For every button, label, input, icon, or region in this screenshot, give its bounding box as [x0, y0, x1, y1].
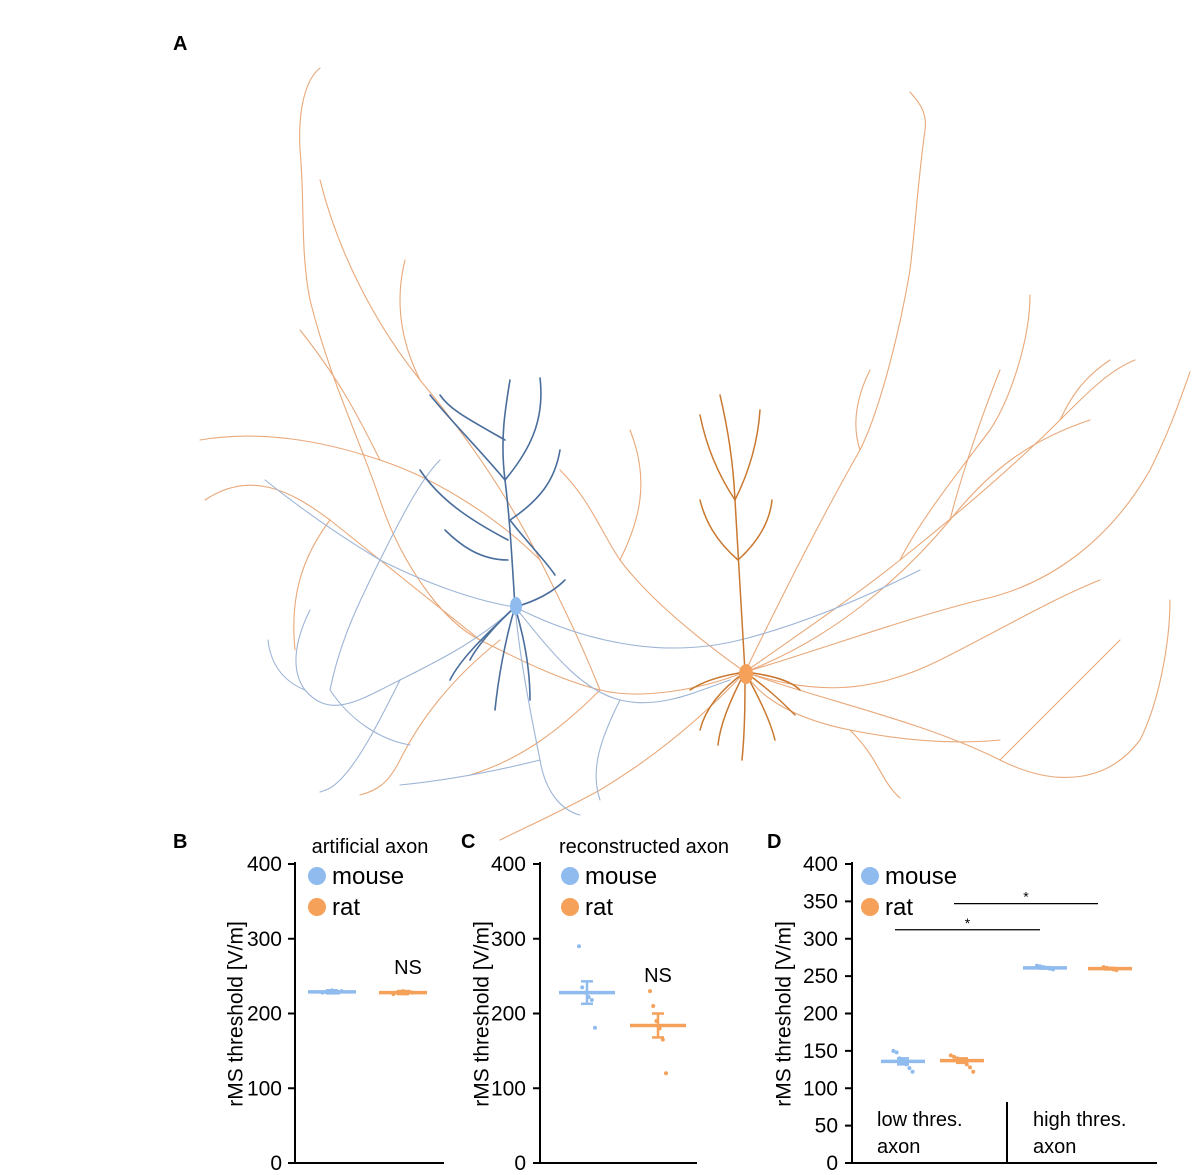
panel-b-legend-rat-marker	[308, 898, 326, 916]
panel-d-significance-star-0: *	[965, 915, 971, 931]
panel-d-legend: mouse rat	[861, 863, 957, 921]
panel-d-significance-star-1: *	[1023, 889, 1029, 905]
panel-c-legend-rat-label: rat	[585, 894, 613, 921]
panel-c-y-tick-label-0: 0	[514, 1152, 526, 1175]
panel-b-legend-mouse-marker	[308, 867, 326, 885]
panel-b-legend: mouse rat	[308, 863, 404, 921]
panel-c-legend-rat-marker	[561, 898, 579, 916]
panel-b-legend-rat-label: rat	[332, 894, 360, 921]
panel-c-chart: rMS threshold [V/m] reconstructed axon m…	[471, 836, 730, 1175]
panel-d-y-tick-label-400: 400	[803, 853, 838, 876]
panel-d-group-label-high-line2: axon	[1033, 1136, 1076, 1158]
panel-letter-a: A	[173, 33, 187, 55]
panel-b-ns-label: NS	[394, 957, 422, 979]
panel-d-series-0-mouse-point-6	[910, 1069, 915, 1074]
panel-d-y-axis: 0 50 100 150 200 250 300 350 400	[803, 853, 1157, 1175]
panel-b-chart: rMS threshold [V/m] artificial axon mous…	[225, 836, 444, 1175]
panel-c-title: reconstructed axon	[559, 836, 729, 858]
panel-c-legend-mouse-label: mouse	[585, 863, 657, 890]
panel-d-y-tick-label-350: 350	[803, 890, 838, 913]
rat-axon-arbor	[199, 67, 1191, 841]
panel-b-y-tick-label-300: 300	[247, 928, 282, 951]
panel-b-title: artificial axon	[312, 836, 429, 858]
panel-d-y-tick-label-0: 0	[826, 1152, 838, 1175]
panel-d-series-1-rat-point-6	[968, 1065, 972, 1070]
panel-d-series-1-rat-point-7	[971, 1069, 976, 1074]
panel-d-y-tick-label-250: 250	[803, 965, 838, 988]
panel-c-y-tick-label-200: 200	[491, 1003, 526, 1026]
panel-d-series-0-mouse-point-1	[894, 1050, 899, 1055]
panel-d-y-tick-label-100: 100	[803, 1077, 838, 1100]
panel-c-legend: mouse rat	[561, 863, 657, 921]
mouse-neuron-dendrites	[419, 377, 566, 711]
panel-b-legend-mouse-label: mouse	[332, 863, 404, 890]
panel-letter-d: D	[767, 831, 781, 853]
panel-c-series-0-mouse-point-1	[580, 985, 585, 990]
panel-d-significance-bars: **	[895, 889, 1098, 931]
panel-d-group-label-high-line1: high thres.	[1033, 1109, 1126, 1131]
panel-c-series-0-mouse-point-4	[589, 998, 594, 1003]
panel-c-ns-label: NS	[644, 965, 672, 987]
panel-d-y-axis-title: rMS threshold [V/m]	[773, 921, 796, 1107]
panel-c-y-axis-title: rMS threshold [V/m]	[471, 921, 494, 1107]
panel-c-y-tick-label-100: 100	[491, 1077, 526, 1100]
panel-c-series-0-mouse-point-0	[577, 944, 581, 949]
panel-d-legend-rat-label: rat	[885, 894, 913, 921]
panel-d-legend-mouse-marker	[861, 867, 879, 885]
panel-c-legend-mouse-marker	[561, 867, 579, 885]
panel-d-series-1-rat-point-0	[948, 1053, 953, 1058]
panel-c-series-1-rat-point-1	[651, 1004, 656, 1009]
panel-d-y-tick-label-300: 300	[803, 928, 838, 951]
panel-d-chart: rMS threshold [V/m] mouse rat low thres.…	[773, 853, 1157, 1175]
panel-d-data-marks	[881, 963, 1132, 1074]
panel-d-legend-mouse-label: mouse	[885, 863, 957, 890]
panel-c-series-0-mouse-point-5	[593, 1025, 597, 1030]
panel-d-y-tick-label-150: 150	[803, 1040, 838, 1063]
panel-b-y-tick-label-0: 0	[270, 1152, 282, 1175]
panel-d-series-0-mouse-point-0	[891, 1048, 896, 1053]
neuron-morphology-illustration	[199, 67, 1191, 841]
panel-letter-b: B	[173, 831, 187, 853]
rat-soma	[739, 664, 753, 684]
panel-d-series-1-rat-point-1	[952, 1054, 956, 1059]
panel-b-y-axis-title: rMS threshold [V/m]	[225, 921, 248, 1107]
panel-letter-c: C	[461, 831, 475, 853]
rat-neuron-dendrites	[689, 394, 801, 761]
panel-d-group-label-low-line2: axon	[877, 1136, 920, 1158]
panel-b-y-tick-label-200: 200	[247, 1003, 282, 1026]
panel-b-y-tick-label-400: 400	[247, 853, 282, 876]
mouse-soma	[510, 597, 522, 615]
panel-c-y-tick-label-400: 400	[491, 853, 526, 876]
panel-c-y-axis: 0 100 200 300 400	[491, 853, 697, 1175]
panel-c-data-marks	[559, 944, 686, 1076]
panel-b-y-axis: 0 100 200 300 400	[247, 853, 444, 1175]
panel-d-y-tick-label-200: 200	[803, 1003, 838, 1026]
panel-d-series-0-mouse-point-5	[907, 1066, 912, 1071]
panel-d-group-label-low-line1: low thres.	[877, 1109, 963, 1131]
panel-c-series-1-rat-point-0	[648, 989, 652, 994]
mouse-axon-arbor	[264, 459, 921, 816]
panel-c-series-1-rat-point-5	[664, 1071, 668, 1076]
panel-b-data-marks	[308, 988, 427, 997]
panel-c-y-tick-label-300: 300	[491, 928, 526, 951]
panel-d-legend-rat-marker	[861, 898, 879, 916]
panel-d-y-tick-label-50: 50	[815, 1115, 838, 1138]
panel-b-y-tick-label-100: 100	[247, 1077, 282, 1100]
